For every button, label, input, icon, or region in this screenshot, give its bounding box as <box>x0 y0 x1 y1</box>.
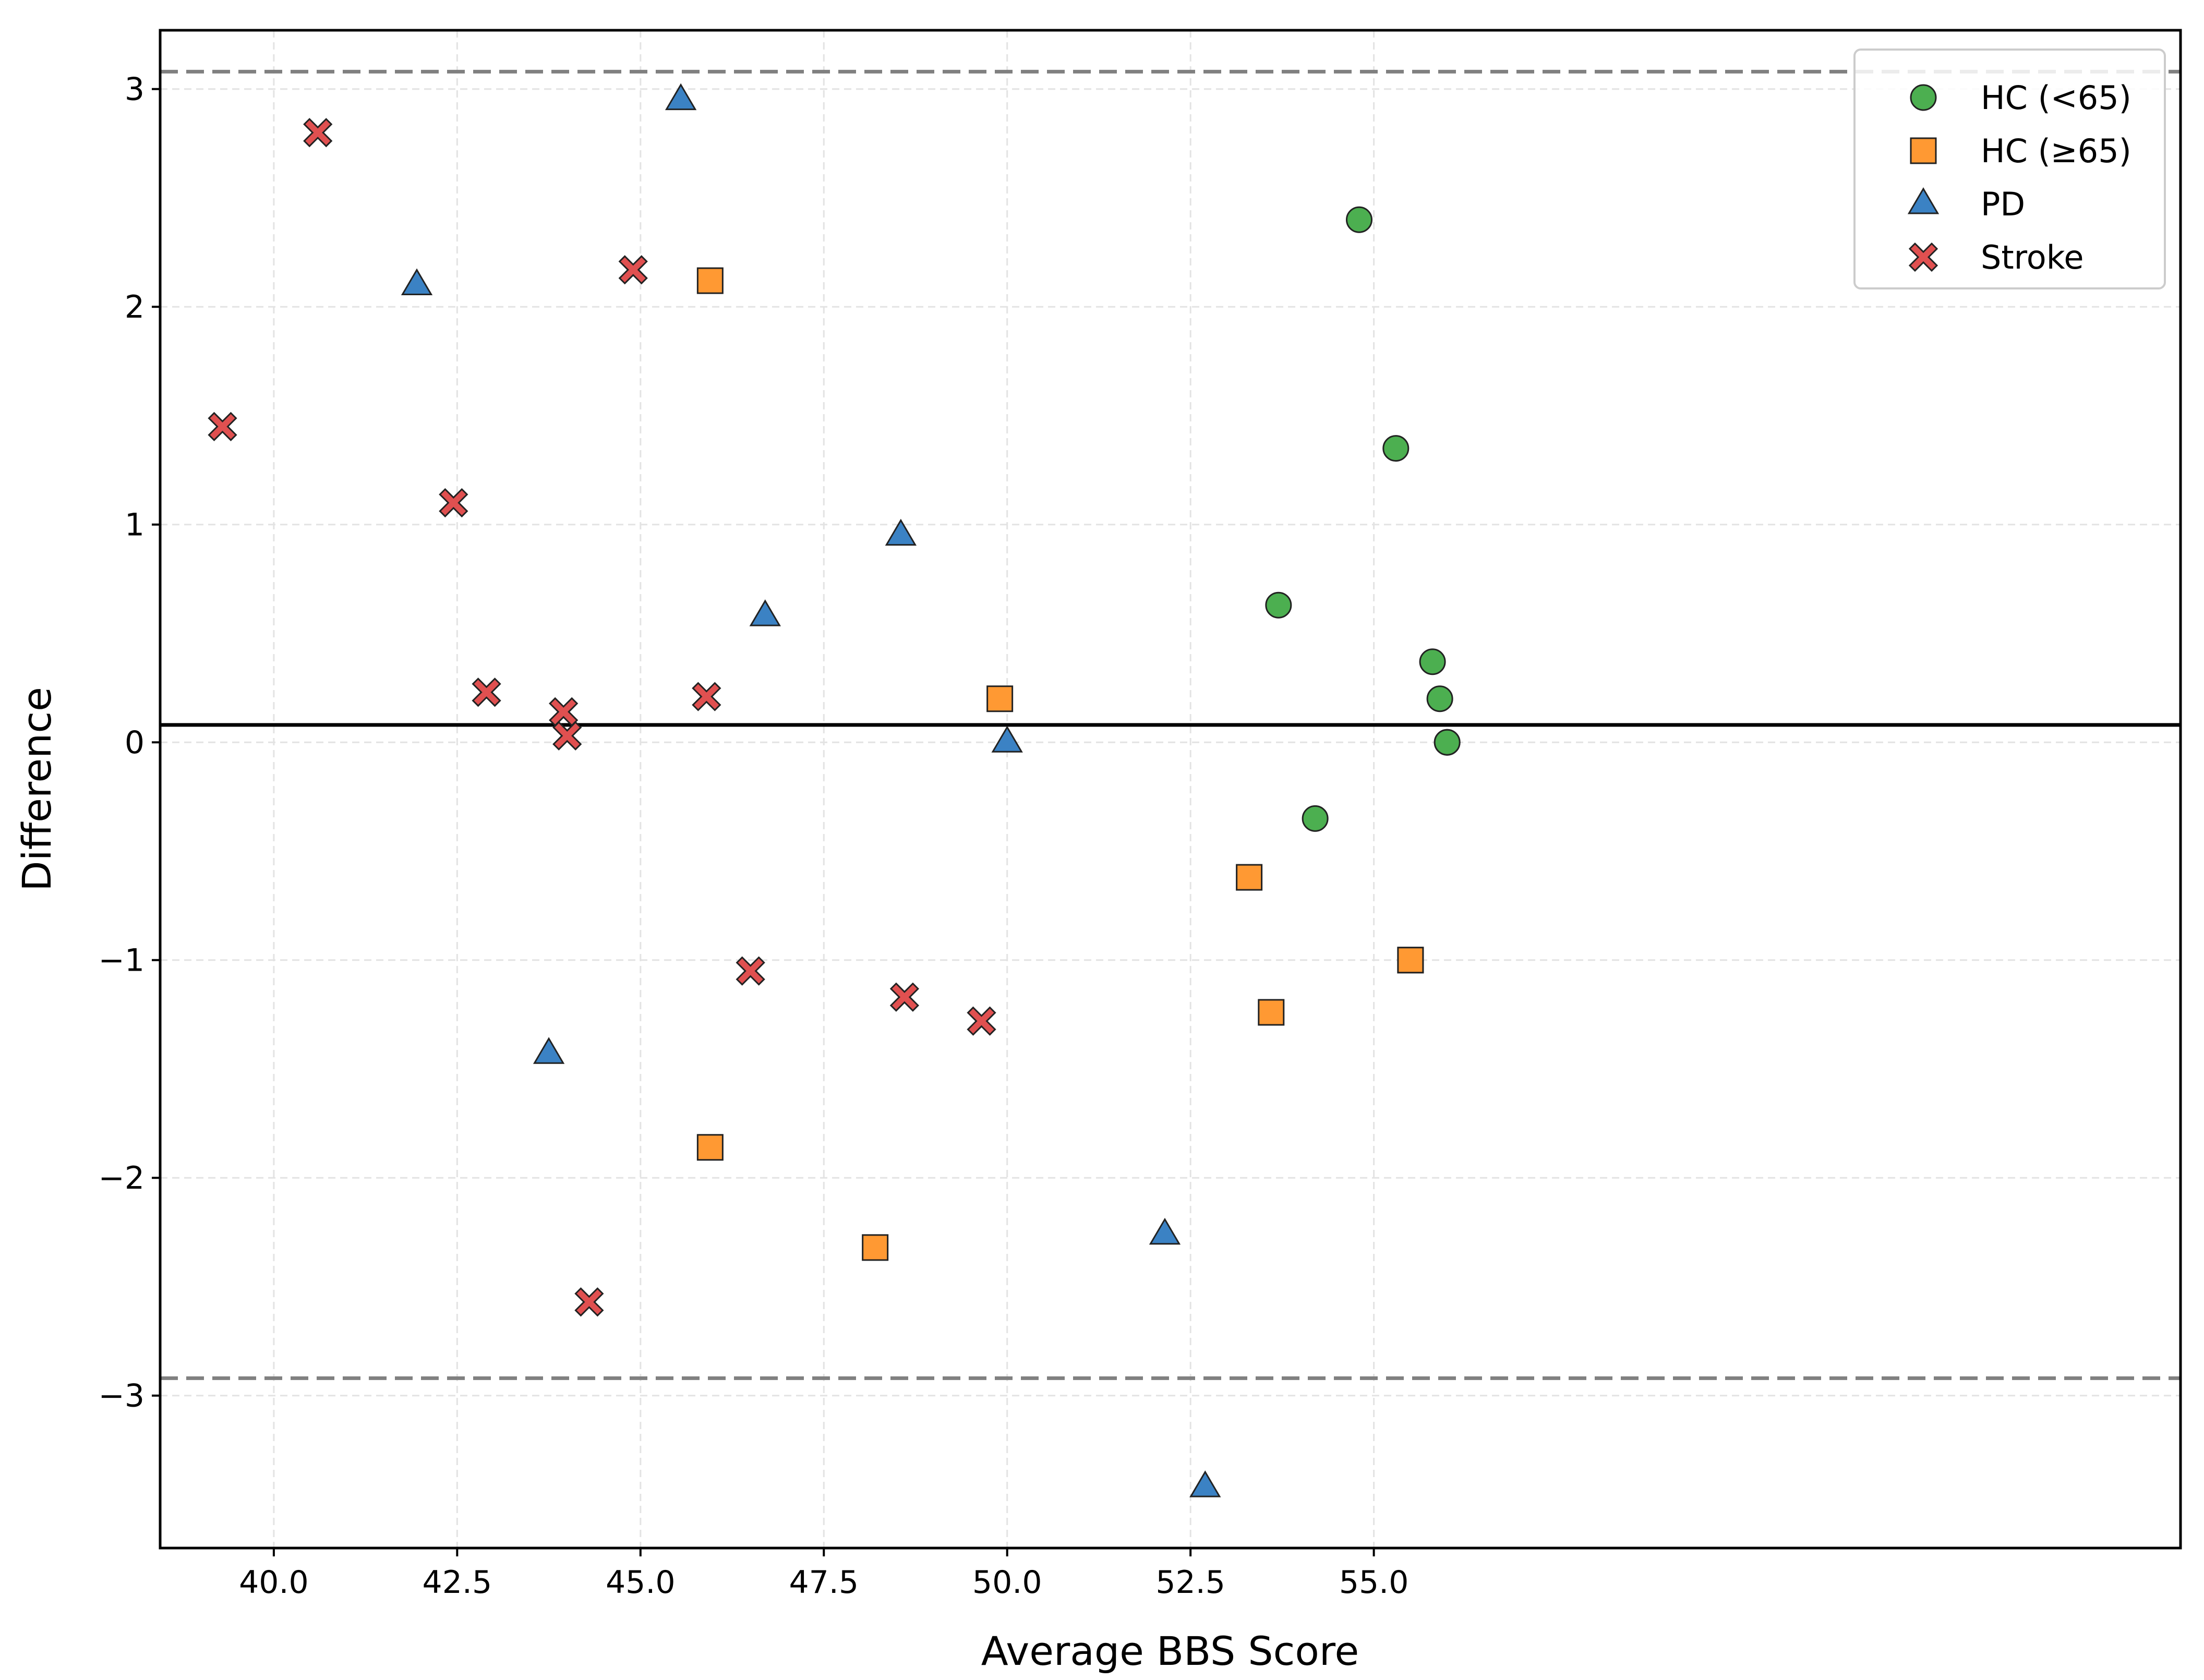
legend-entry: PD <box>1907 185 2025 223</box>
data-point <box>439 488 468 518</box>
y-tick-label: −3 <box>99 1378 144 1415</box>
data-point <box>574 1287 604 1317</box>
data-point <box>1302 805 1329 832</box>
y-tick-label: −2 <box>99 1160 144 1196</box>
x-tick-label: 52.5 <box>1155 1564 1225 1601</box>
x-tick-label: 47.5 <box>789 1564 859 1601</box>
legend-marker <box>1908 242 1938 272</box>
series-2 <box>401 83 1221 1497</box>
data-point <box>472 678 501 707</box>
data-point <box>618 255 648 285</box>
data-point <box>967 1006 996 1036</box>
reference-lines <box>160 69 2181 1380</box>
legend-label: HC (<65) <box>1981 79 2131 117</box>
series-0 <box>1265 206 1461 832</box>
series-1 <box>696 267 1424 1261</box>
data-point <box>303 118 333 148</box>
data-point <box>552 721 582 751</box>
y-tick-label: 0 <box>125 724 144 761</box>
data-point <box>1189 1470 1221 1497</box>
data-point <box>692 682 721 711</box>
data-point <box>986 685 1014 712</box>
data-point <box>885 518 917 546</box>
data-point <box>749 599 781 626</box>
data-point <box>1397 947 1424 974</box>
y-tick-label: 1 <box>125 507 144 543</box>
data-point <box>1426 685 1453 712</box>
legend-entry: Stroke <box>1908 238 2084 276</box>
data-point <box>736 956 765 986</box>
data-point <box>1382 435 1410 462</box>
x-tick-label: 40.0 <box>239 1564 309 1601</box>
legend-marker <box>1907 187 1940 214</box>
data-points <box>208 83 1461 1497</box>
y-tick-label: 2 <box>125 289 144 325</box>
data-point <box>401 268 433 295</box>
x-tick-label: 55.0 <box>1339 1564 1409 1601</box>
legend-marker <box>1910 84 1937 111</box>
y-tick-label: 3 <box>125 71 144 108</box>
legend-box <box>1853 49 2166 289</box>
data-point <box>1434 729 1461 756</box>
legend-label: PD <box>1981 185 2025 223</box>
legend: HC (<65) HC (≥65) PD Stroke <box>1853 49 2166 289</box>
data-point <box>1265 591 1292 619</box>
data-point <box>1149 1217 1181 1245</box>
x-tick-label: 45.0 <box>606 1564 676 1601</box>
data-point <box>991 726 1023 753</box>
x-tick-label: 42.5 <box>423 1564 492 1601</box>
y-axis-title: Difference <box>14 687 60 891</box>
data-point <box>696 267 724 294</box>
data-point <box>665 83 697 111</box>
legend-marker <box>1910 137 1937 164</box>
y-tick-label: −1 <box>99 942 144 979</box>
legend-entry: HC (≥65) <box>1910 132 2131 170</box>
data-point <box>1236 864 1263 891</box>
plot-frame <box>159 29 2182 1550</box>
data-point <box>1258 999 1285 1026</box>
axis-ticks: 40.0 42.5 45.0 47.5 50.0 52.5 55.0 3 2 1 0 −1 −2 −3 <box>99 71 1409 1601</box>
data-point <box>1345 206 1372 233</box>
data-point <box>889 982 920 1012</box>
data-point <box>862 1234 889 1261</box>
legend-label: HC (≥65) <box>1981 132 2131 170</box>
data-point <box>1419 648 1446 675</box>
x-axis-title: Average BBS Score <box>981 1628 1359 1674</box>
data-point <box>696 1134 724 1161</box>
data-point <box>208 412 237 441</box>
series-3 <box>208 118 996 1317</box>
legend-entry: HC (<65) <box>1910 79 2131 117</box>
data-point <box>533 1037 565 1064</box>
x-tick-label: 50.0 <box>972 1564 1042 1601</box>
legend-label: Stroke <box>1981 238 2084 276</box>
